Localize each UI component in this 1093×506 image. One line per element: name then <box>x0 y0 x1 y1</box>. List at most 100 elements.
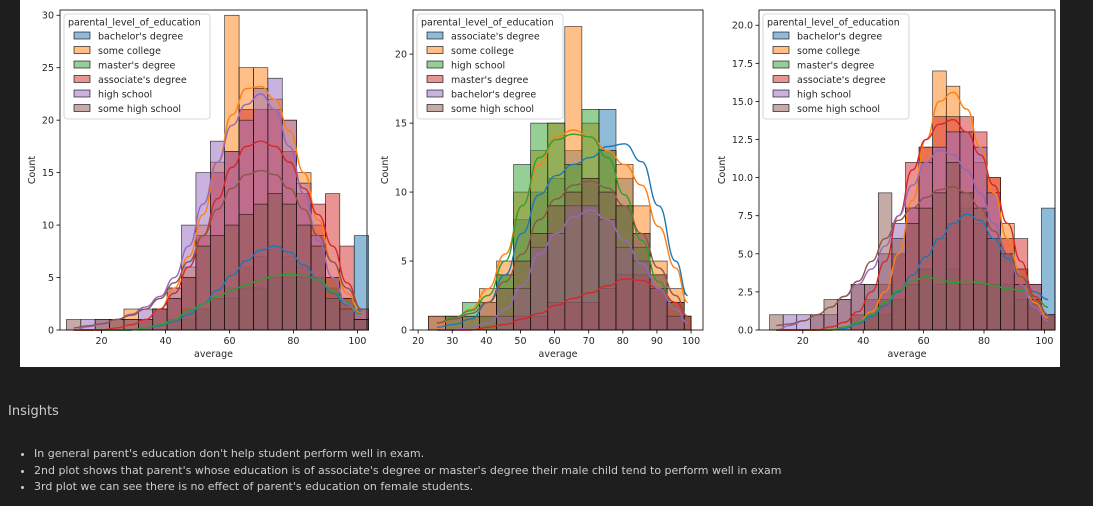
histogram-bar <box>1000 253 1015 331</box>
x-tick-label: 90 <box>651 336 663 347</box>
legend-swatch <box>426 89 444 98</box>
axes-frame <box>412 9 704 331</box>
histogram-bar <box>353 319 369 331</box>
y-tick-label: 5 <box>401 257 407 268</box>
kde-line <box>73 169 362 329</box>
legend-label: high school <box>98 90 152 101</box>
kde-line <box>436 209 688 331</box>
legend-box <box>762 13 910 120</box>
legend-label: some high school <box>98 104 181 115</box>
histogram-bar <box>598 191 617 331</box>
x-tick-label: 80 <box>978 336 990 347</box>
axes-frame <box>758 9 1056 331</box>
figure: 20 40 60 80 100 0 5 10 15 20 25 30 average Count paren… <box>20 0 1060 367</box>
histogram-bar <box>782 314 798 331</box>
y-tick-label: 5 <box>48 273 54 284</box>
histogram-bar <box>973 207 988 331</box>
insight-bullet: 3rd plot we can see there is no effect o… <box>34 479 781 496</box>
chart-2: 20 30 40 50 60 70 80 90 100 0 5 10 15 20 average Count p… <box>380 9 704 360</box>
kde-line <box>436 143 689 328</box>
histogram-bar <box>310 245 326 331</box>
x-tick-label: 40 <box>480 336 492 347</box>
x-tick-label: 100 <box>348 336 366 347</box>
legend-swatch <box>73 31 91 40</box>
histogram-bar <box>905 223 920 331</box>
y-tick-label: 10 <box>395 188 407 199</box>
histogram-bar <box>932 192 947 331</box>
histogram-figure: 20 40 60 80 100 0 5 10 15 20 25 30 average Count paren… <box>27 9 1056 360</box>
histogram-bar <box>253 203 269 331</box>
y-tick-label: 0 <box>401 326 407 337</box>
legend-label: bachelor's degree <box>797 32 882 43</box>
y-tick-label: 20 <box>395 50 407 61</box>
insights-list: In general parent's education don't help… <box>14 446 781 496</box>
legend-swatch <box>772 46 790 54</box>
histogram-bar <box>615 205 634 331</box>
legend-swatch <box>426 104 444 112</box>
legend-swatch <box>73 75 91 83</box>
y-tick-label: 25 <box>42 63 54 74</box>
legend-swatch <box>73 89 91 98</box>
histogram-bar <box>959 192 974 331</box>
x-tick-label: 30 <box>446 336 458 347</box>
legend-swatch <box>73 104 91 112</box>
y-tick-label: 17.5 <box>732 59 753 70</box>
x-tick-label: 20 <box>96 336 108 347</box>
y-axis-label: Count <box>27 156 38 184</box>
legend-label: associate's degree <box>797 75 886 86</box>
x-tick-label: 100 <box>682 336 700 347</box>
histogram-bar <box>296 224 312 331</box>
legend-label: high school <box>797 90 851 101</box>
x-tick-label: 40 <box>159 336 171 347</box>
kde-line <box>436 180 688 324</box>
x-tick-label: 100 <box>1035 336 1053 347</box>
y-axis-label: Count <box>717 156 728 184</box>
y-tick-label: 10.0 <box>732 173 753 184</box>
legend-swatch <box>426 31 444 40</box>
legend-swatch <box>772 75 790 83</box>
x-tick-label: 20 <box>412 336 424 347</box>
legend-swatch <box>73 60 91 69</box>
legend-swatch <box>426 46 444 54</box>
y-tick-label: 10 <box>42 221 54 232</box>
histogram-bar <box>564 191 583 331</box>
legend-label: bachelor's degree <box>98 32 183 43</box>
legend-swatch <box>426 75 444 83</box>
histogram-bar <box>547 205 566 331</box>
legend-label: some college <box>98 46 161 57</box>
legend-title: parental_level_of_education <box>767 18 900 29</box>
x-tick-label: 80 <box>287 336 299 347</box>
legend-label: master's degree <box>451 75 529 86</box>
x-tick-label: 80 <box>617 336 629 347</box>
x-tick-label: 70 <box>583 336 595 347</box>
y-tick-label: 20.0 <box>732 21 753 32</box>
legend-swatch <box>772 60 790 69</box>
histogram-bar <box>66 319 82 331</box>
kde-line <box>436 133 688 324</box>
legend-label: some high school <box>451 104 534 115</box>
x-axis-label: average <box>194 349 233 360</box>
x-tick-label: 60 <box>223 336 235 347</box>
histogram-bar <box>891 238 906 331</box>
legend-label: associate's degree <box>451 32 540 43</box>
y-tick-label: 20 <box>42 116 54 127</box>
legend-label: master's degree <box>98 61 176 72</box>
legend-label: some high school <box>797 104 880 115</box>
histogram-bar <box>238 214 254 331</box>
x-axis-label: average <box>888 349 927 360</box>
x-tick-label: 50 <box>514 336 526 347</box>
x-tick-label: 60 <box>549 336 561 347</box>
histogram-bar <box>581 177 600 331</box>
histogram-bar <box>769 314 784 331</box>
kde-line <box>776 186 1049 327</box>
legend-label: bachelor's degree <box>451 90 536 101</box>
histogram-bar <box>224 224 240 331</box>
y-tick-label: 30 <box>42 11 54 22</box>
histogram-bar <box>195 245 211 331</box>
legend-label: associate's degree <box>98 75 187 86</box>
histogram-bar <box>181 277 197 331</box>
y-tick-label: 15 <box>42 168 54 179</box>
legend-swatch <box>426 60 444 69</box>
legend-label: some college <box>797 46 860 57</box>
histogram-bar <box>267 193 283 331</box>
